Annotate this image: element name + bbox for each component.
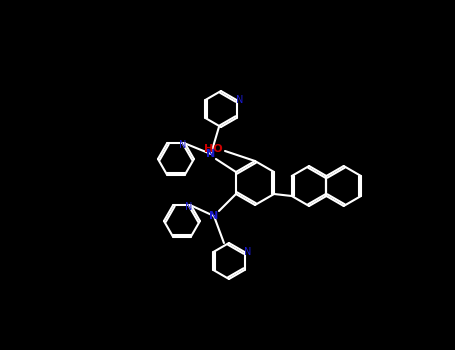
Text: N: N xyxy=(244,247,251,257)
Text: N: N xyxy=(185,202,192,212)
Text: N: N xyxy=(209,211,218,221)
Text: N: N xyxy=(179,140,187,150)
Text: N: N xyxy=(236,95,243,105)
Text: HO: HO xyxy=(204,144,222,154)
Text: N: N xyxy=(206,149,216,159)
